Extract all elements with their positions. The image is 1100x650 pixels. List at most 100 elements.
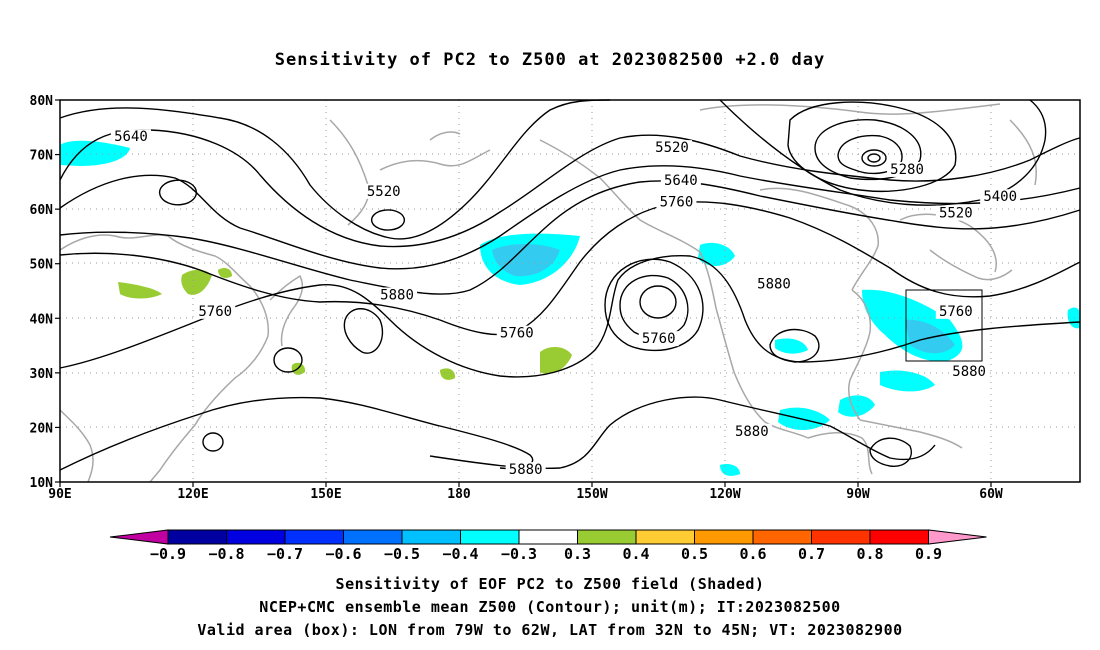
colorbar-swatch (752, 529, 812, 545)
contour-label-bg (377, 287, 418, 303)
colorbar-label: 0.9 (915, 545, 942, 563)
lon-tick-label: 90W (846, 487, 870, 502)
sensitivity-patch (698, 242, 735, 266)
contour-line (639, 285, 677, 319)
footer-line-1: Sensitivity of EOF PC2 to Z500 field (Sh… (335, 575, 765, 593)
colorbar-label: 0.7 (798, 545, 825, 563)
coastline (269, 274, 304, 347)
colorbar-swatch (460, 529, 520, 545)
contour-line (59, 201, 1081, 336)
coastline (429, 131, 461, 141)
contour-label-bg (731, 423, 772, 439)
contour-label: 5280 (890, 162, 924, 178)
contour-layer (59, 99, 1081, 471)
coastline (899, 213, 997, 273)
contour-line (861, 149, 887, 167)
contour-label: 5880 (509, 462, 543, 478)
longitude-axis: 90E 120E 150E 180 150W 120W 90W 60W (48, 482, 1003, 502)
contour-label: 5400 (983, 189, 1017, 205)
coastline (539, 139, 809, 439)
footer-line-3: Valid area (box): LON from 79W to 62W, L… (197, 621, 903, 639)
contour-line (59, 129, 1081, 248)
contour-line (59, 396, 534, 471)
colorbar-swatch (518, 529, 578, 545)
lon-tick-label: 60W (979, 487, 1003, 502)
valid-area-box (905, 289, 983, 362)
sensitivity-patch (60, 140, 130, 166)
latitude-axis: 80N 70N 60N 50N 40N 30N 20N 10N (30, 94, 60, 491)
colorbar-label: 0.6 (739, 545, 766, 563)
contour-line (429, 396, 936, 469)
sensitivity-patch (118, 282, 162, 299)
contour-label-bg (656, 194, 697, 210)
contour-label: 5760 (642, 331, 676, 347)
chart-title: Sensitivity of PC2 to Z500 at 2023082500… (274, 50, 826, 70)
contour-label-bg (660, 172, 701, 188)
contour-line (869, 437, 912, 467)
colorbar-swatch (167, 529, 227, 545)
sensitivity-patch (720, 464, 740, 476)
coastline (59, 234, 270, 483)
sensitivity-patch (778, 407, 830, 430)
contour-line (59, 165, 1081, 270)
colorbar-high-triangle (928, 529, 987, 545)
colorbar-swatch (343, 529, 403, 545)
contour-line (202, 432, 224, 452)
contour-label-bg (363, 183, 404, 199)
colorbar-swatch (401, 529, 461, 545)
contour-label: 5880 (380, 287, 414, 303)
contour-line (343, 308, 384, 354)
contour-label: 5760 (939, 304, 973, 320)
contour-label: 5880 (952, 364, 986, 380)
coastline (848, 289, 872, 421)
contour-line (59, 255, 1081, 378)
contour-label-layer: 5640 5520 5520 5640 5760 5280 5400 5520 5880 5760… (110, 129, 1021, 478)
contour-label: 5520 (655, 140, 689, 156)
colorbar-label: 0.8 (856, 545, 883, 563)
lat-tick-label: 10N (30, 476, 54, 491)
sensitivity-patch (880, 370, 935, 392)
lat-tick-label: 80N (30, 94, 54, 109)
contour-label-bg (652, 140, 692, 156)
contour-line (814, 119, 922, 181)
coastline (699, 103, 1001, 115)
coastline (329, 119, 370, 226)
contour-line (719, 99, 1047, 206)
contour-line (604, 258, 704, 352)
lat-tick-label: 30N (30, 367, 54, 382)
lon-tick-label: 150W (576, 487, 607, 502)
colorbar-label: −0.4 (442, 545, 478, 563)
colorbar-swatch (284, 529, 344, 545)
contour-label-bg (496, 325, 537, 341)
coastline (59, 409, 94, 483)
contour-line (158, 179, 198, 206)
contour-line (59, 180, 1081, 295)
contour-label-bg (935, 205, 976, 221)
contour-label-bg (110, 129, 151, 145)
footer-line-2: NCEP+CMC ensemble mean Z500 (Contour); u… (259, 598, 841, 616)
colorbar-swatch (226, 529, 286, 545)
sensitivity-patch (218, 268, 232, 278)
contour-label-bg (935, 303, 976, 319)
coastline (759, 187, 879, 291)
coastline (859, 419, 963, 449)
sensitivity-patch (838, 395, 875, 417)
contour-label: 5760 (500, 326, 534, 342)
contour-line (59, 99, 611, 240)
colorbar-label: −0.7 (267, 545, 303, 563)
contour-label: 5760 (198, 304, 232, 320)
colorbar-label: −0.5 (384, 545, 420, 563)
colorbar-label: −0.8 (208, 545, 244, 563)
colorbar-label: −0.3 (501, 545, 537, 563)
contour-line (769, 328, 820, 363)
contour-label: 5640 (114, 129, 148, 145)
lat-tick-label: 70N (30, 149, 54, 164)
colorbar-label: 0.4 (622, 545, 649, 563)
contour-label: 5520 (939, 206, 973, 222)
lat-tick-label: 50N (30, 258, 54, 273)
contour-line (370, 209, 406, 231)
lon-tick-label: 90E (48, 487, 71, 502)
map-frame (59, 99, 1081, 483)
contour-label: 5880 (757, 277, 791, 293)
